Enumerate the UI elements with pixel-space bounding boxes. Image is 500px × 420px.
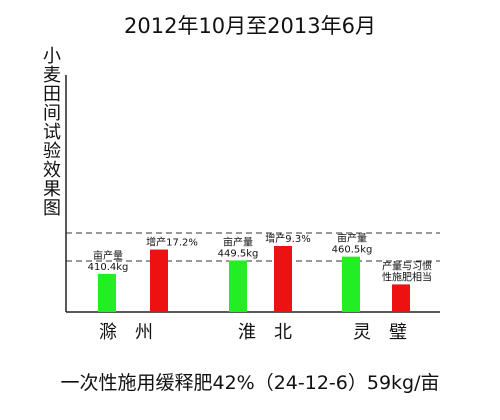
bar-label: 亩产量: [223, 235, 253, 248]
bar-1-2: [150, 249, 168, 312]
bar-label: 449.5kg: [218, 248, 259, 259]
category-label: 淮 北: [238, 322, 292, 343]
category-label: 灵 璧: [353, 322, 407, 343]
bar-label: 产量与习惯: [382, 259, 432, 272]
y-axis-title: 小麦田间试验效果图: [43, 46, 61, 219]
bar-label: 460.5kg: [332, 245, 373, 256]
chart-title: 2012年10月至2013年6月: [124, 14, 376, 38]
bar-2-2: [274, 246, 292, 312]
bar-label: 增产17.2%: [146, 236, 198, 249]
category-label: 滁 州: [99, 322, 153, 343]
bar-label: 亩产量: [337, 232, 367, 245]
bar-2-1: [229, 260, 247, 312]
bar-label: 410.4kg: [88, 262, 129, 273]
bar-3-2: [392, 284, 410, 312]
bar-1-1: [98, 273, 116, 312]
chart-footer: 一次性施用缓释肥42%（24-12-6）59kg/亩: [60, 372, 440, 394]
bar-3-1: [342, 256, 360, 312]
bar-label: 增产9.3%: [265, 232, 310, 245]
bar-label: 亩产量: [93, 249, 123, 262]
bar-label: 性施肥相当: [382, 270, 432, 283]
